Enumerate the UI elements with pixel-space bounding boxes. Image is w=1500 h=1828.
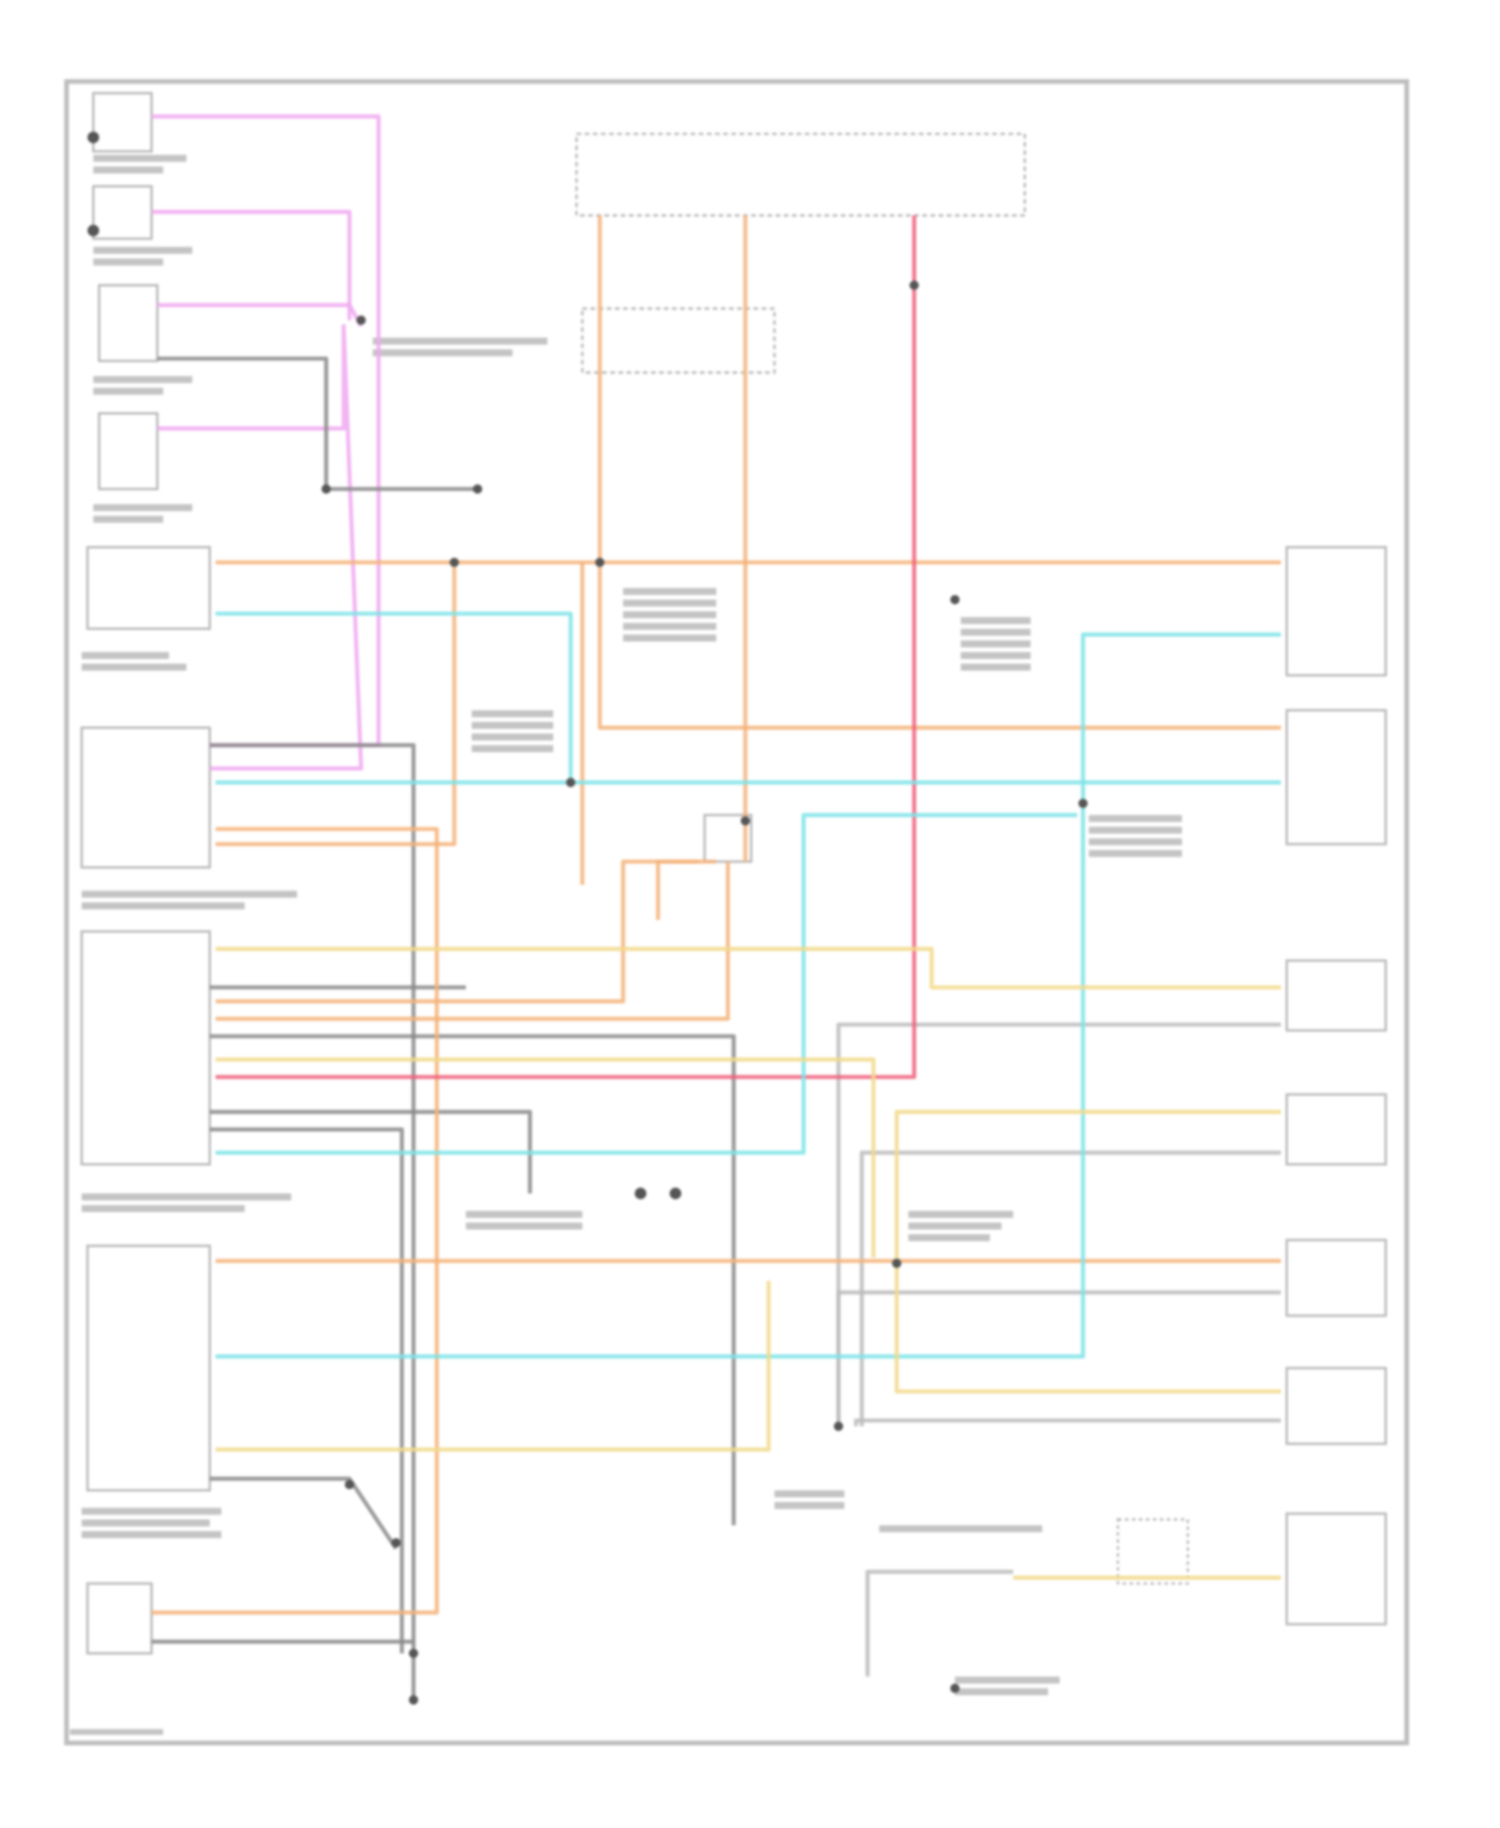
liftgate-actuator — [1285, 1512, 1387, 1626]
switch-3 — [97, 284, 159, 363]
lock-actuator-lf — [1285, 546, 1387, 677]
connector-block — [581, 307, 776, 374]
door-switch — [86, 1582, 153, 1655]
splice-points — [87, 131, 1088, 1705]
yellow-wires — [215, 946, 1281, 1580]
remote-keyless-module — [80, 930, 211, 1166]
lock-actuator-lr2 — [1285, 1238, 1387, 1317]
fuse-block — [575, 132, 1026, 217]
switch-1 — [92, 91, 153, 153]
diagram-frame — [64, 79, 1410, 1746]
lock-switch-assembly — [86, 1244, 211, 1492]
red-wires — [215, 215, 917, 1080]
blurred-labels — [70, 154, 1182, 1735]
door-lock-motor-driver — [86, 546, 211, 630]
cyan-wires — [215, 611, 1281, 1359]
control-module — [80, 726, 211, 869]
right-components — [575, 132, 1387, 1626]
orange-wires — [151, 215, 1281, 1615]
lock-actuator-rr2 — [1285, 1366, 1387, 1445]
lock-actuator-lr — [1285, 709, 1387, 846]
switch-4 — [97, 412, 159, 491]
liftgate-connector — [1116, 1518, 1189, 1585]
left-components — [80, 91, 211, 1655]
gray-wires — [151, 356, 1281, 1700]
lock-actuator-rf — [1285, 959, 1387, 1032]
lock-actuator-rr — [1285, 1093, 1387, 1166]
